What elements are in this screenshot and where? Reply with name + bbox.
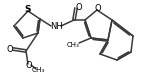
Text: O: O [95, 4, 101, 12]
Text: O: O [26, 60, 32, 70]
Text: O: O [7, 44, 13, 54]
Text: NH: NH [50, 22, 62, 30]
Text: S: S [25, 4, 31, 14]
Text: CH₃: CH₃ [67, 42, 79, 48]
Text: O: O [76, 2, 82, 12]
Text: CH₃: CH₃ [31, 67, 45, 73]
